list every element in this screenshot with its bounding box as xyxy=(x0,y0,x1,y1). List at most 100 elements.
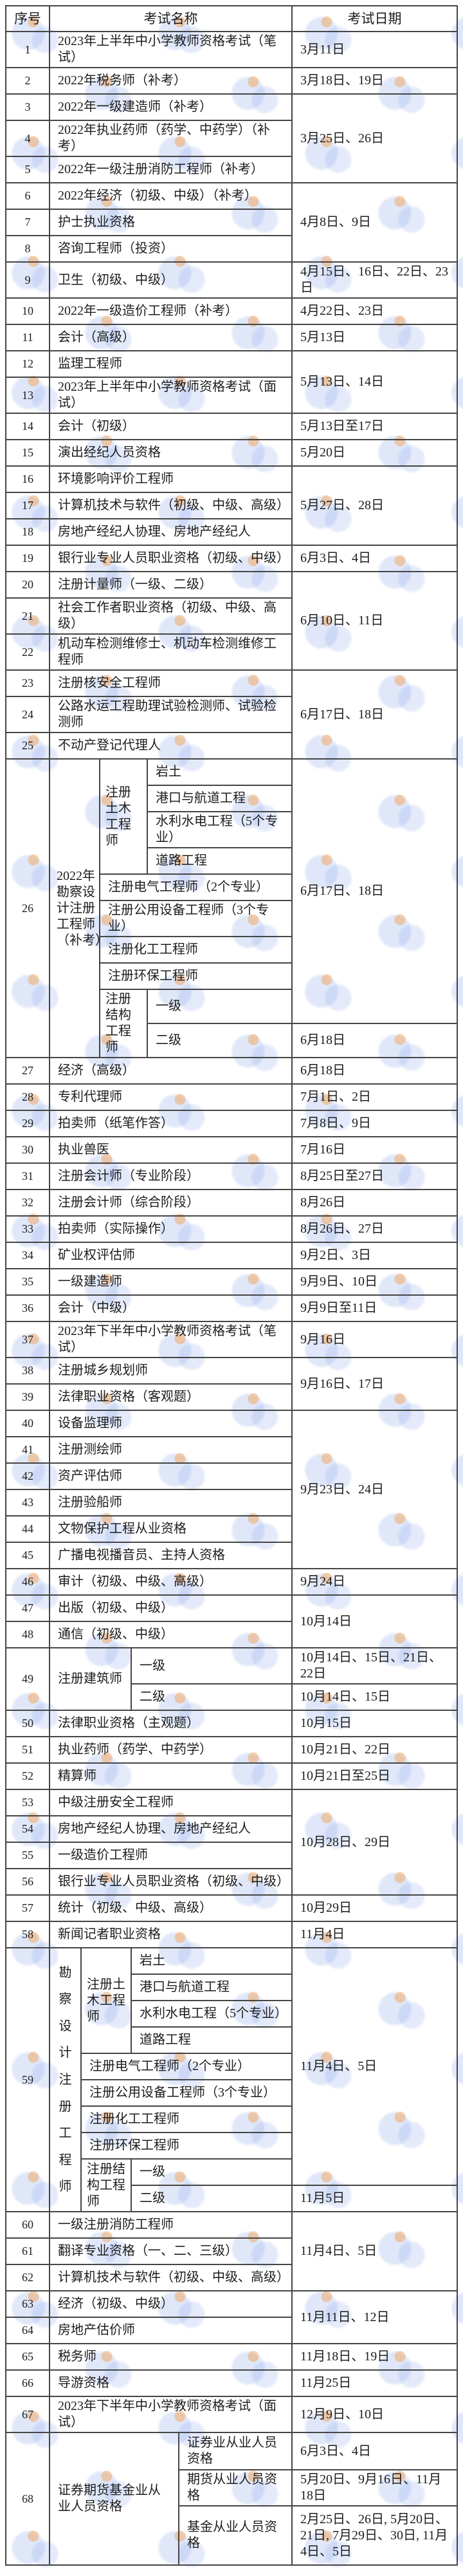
sub-label-cell: 注册结构工程师 xyxy=(82,2160,132,2212)
exam-name-cell: 2022年经济（初级、中级）（补考） xyxy=(50,183,293,210)
exam-name-cell: 机动车检测维修士、机动车检测维修工程师 xyxy=(50,635,293,671)
row-number-cell: 64 xyxy=(6,2318,50,2344)
exam-date-cell: 9月23日、24日 xyxy=(293,1411,458,1569)
level-cell: 二级 xyxy=(132,2186,293,2212)
row-number-cell: 37 xyxy=(6,1322,50,1358)
row-number-cell: 22 xyxy=(6,635,50,671)
exam-name-cell: 一级造价工程师 xyxy=(50,1843,293,1869)
exam-name-cell: 注册测绘师 xyxy=(50,1437,293,1464)
exam-name-cell: 2022年税务师（补考） xyxy=(50,68,293,95)
exam-date-cell: 7月16日 xyxy=(293,1137,458,1164)
row-number-cell: 34 xyxy=(6,1243,50,1269)
sub-label-cell: 证券业从业人员资格 xyxy=(179,2433,293,2470)
row-group: 31 注册会计师（专业阶段） 8月25日至27日 xyxy=(6,1164,458,1190)
group-label-line: 计注册 xyxy=(57,901,95,915)
specialty-cell: 港口与航道工程 xyxy=(132,1975,293,2001)
exam-date-cell: 5月13日、14日 xyxy=(293,351,458,414)
row-group: 30 执业兽医 7月16日 xyxy=(6,1137,458,1164)
exam-date-cell: 11月5日 xyxy=(293,2186,458,2212)
header-cell: 考试日期 xyxy=(293,6,458,32)
row-number-cell: 54 xyxy=(6,1816,50,1843)
exam-name-cell: 经济（初级、中级） xyxy=(50,2291,293,2318)
row-number-cell: 25 xyxy=(6,733,50,760)
sub-label-cell: 基金从业人员资格 xyxy=(179,2506,293,2566)
exam-name-cell: 专利代理师 xyxy=(50,1085,293,1111)
row-group: 32 注册会计师（综合阶段） 8月26日 xyxy=(6,1190,458,1217)
exam-name-cell: 2022年执业药师（药学、中药学）（补考） xyxy=(50,121,293,157)
exam-name-cell: 银行业专业人员职业资格（初级、中级） xyxy=(50,1869,293,1896)
exam-name-cell: 注册公用设备工程师（3个专业） xyxy=(82,2080,293,2107)
header-cell: 考试名称 xyxy=(50,6,293,32)
exam-date-cell: 8月26日 xyxy=(293,1190,458,1217)
exam-name-cell: 经济（高级） xyxy=(50,1058,293,1085)
row-number-cell: 11 xyxy=(6,325,50,351)
row-number-cell: 1 xyxy=(6,32,50,68)
exam-date-cell: 9月9日、10日 xyxy=(293,1269,458,1296)
exam-date-cell: 11月11日、12日 xyxy=(293,2291,458,2344)
row-group: 20 注册计量师（一级、二级） 21 社会工作者职业资格（初级、中级、高级） 22 机动车… xyxy=(6,572,458,671)
exam-date-cell: 10月21日至25日 xyxy=(293,1764,458,1790)
exam-date-cell: 2月25日、26日, 5月20日、21日, 7月29日、30日, 11月4日、5… xyxy=(293,2506,458,2566)
exam-name-cell: 注册电气工程师（2个专业） xyxy=(100,875,293,901)
exam-date-cell: 6月3日、4日 xyxy=(293,2433,458,2470)
exam-name-cell: 注册环保工程师 xyxy=(100,964,293,990)
row-number-cell: 21 xyxy=(6,599,50,635)
row-number-cell: 46 xyxy=(6,1569,50,1596)
row-number-cell: 20 xyxy=(6,572,50,599)
exam-name-cell: 导游资格 xyxy=(50,2371,293,2397)
exam-date-cell: 6月17日、18日 xyxy=(293,760,458,1024)
row-group-survey: 59 勘察设计注册工程师注册土木工程师 岩土 港口与航道工程 水利水电工程（5个专业）道… xyxy=(6,1948,458,2212)
row-group: 53 中级注册安全工程师 54 房地产经纪人协理、房地产经纪人 55 一级造价工程师 56 银… xyxy=(6,1790,458,1896)
row-number-cell: 55 xyxy=(6,1843,50,1869)
exam-name-cell: 执业兽医 xyxy=(50,1137,293,1164)
group-label-line: 设 xyxy=(59,2019,72,2033)
exam-date-cell: 5月13日至17日 xyxy=(293,414,458,440)
group-label-line: 册 xyxy=(59,2099,72,2114)
row-number-cell: 40 xyxy=(6,1411,50,1437)
row-number-cell: 45 xyxy=(6,1543,50,1569)
exam-name-cell: 2023年下半年中小学教师资格考试（面试） xyxy=(50,2397,293,2433)
row-number-cell: 17 xyxy=(6,493,50,519)
row-number-cell: 26 xyxy=(6,760,50,1058)
row-number-cell: 42 xyxy=(6,1464,50,1490)
exam-date-cell: 4月8日、9日 xyxy=(293,183,458,263)
exam-name-cell: 卫生（初级、中级） xyxy=(50,263,293,299)
exam-name-cell: 一级注册消防工程师 xyxy=(50,2212,293,2239)
row-number-cell: 7 xyxy=(6,210,50,236)
row-number-cell: 48 xyxy=(6,1622,50,1648)
row-number-cell: 33 xyxy=(6,1217,50,1243)
row-group: 37 2023年下半年中小学教师资格考试（笔试） 9月16日 xyxy=(6,1322,458,1358)
exam-date-cell: 8月25日至27日 xyxy=(293,1164,458,1190)
exam-date-cell: 5月13日 xyxy=(293,325,458,351)
specialty-cell: 岩土 xyxy=(148,760,293,786)
row-group: 65 税务师 11月18日、19日 xyxy=(6,2344,458,2371)
exam-date-cell: 9月16日、17日 xyxy=(293,1358,458,1411)
exam-name-cell: 法律职业资格（主观题） xyxy=(50,1711,293,1737)
row-number-cell: 13 xyxy=(6,378,50,414)
sub-label-cell: 期货从业人员资格 xyxy=(179,2470,293,2506)
exam-name-cell: 税务师 xyxy=(50,2344,293,2371)
exam-date-cell: 11月4日、5日 xyxy=(293,1948,458,2186)
row-group: 38 注册城乡规划师 39 法律职业资格（客观题） 9月16日、17日 xyxy=(6,1358,458,1411)
exam-name-cell: 注册核安全工程师 xyxy=(50,671,293,697)
level-cell: 一级 xyxy=(132,2160,293,2186)
row-group: 34 矿业权评估师 9月2日、3日 xyxy=(6,1243,458,1269)
row-group: 29 拍卖师（纸笔作答） 7月8日、9日 xyxy=(6,1111,458,1137)
row-group: 14 会计（初级） 5月13日至17日 xyxy=(6,414,458,440)
exam-name-cell: 法律职业资格（客观题） xyxy=(50,1385,293,1411)
exam-date-cell: 9月24日 xyxy=(293,1569,458,1596)
specialty-cell: 道路工程 xyxy=(148,848,293,875)
row-number-cell: 31 xyxy=(6,1164,50,1190)
row-number-cell: 3 xyxy=(6,95,50,121)
row-number-cell: 62 xyxy=(6,2265,50,2291)
exam-date-cell: 10月29日 xyxy=(293,1896,458,1922)
exam-name-cell: 精算师 xyxy=(50,1764,293,1790)
exam-name-cell: 会计（高级） xyxy=(50,325,293,351)
row-number-cell: 63 xyxy=(6,2291,50,2318)
exam-name-cell: 不动产登记代理人 xyxy=(50,733,293,760)
exam-name-cell: 资产评估师 xyxy=(50,1464,293,1490)
row-number-cell: 23 xyxy=(6,671,50,697)
header-cell: 序号 xyxy=(6,6,50,32)
exam-name-cell: 注册城乡规划师 xyxy=(50,1358,293,1385)
row-number-cell: 12 xyxy=(6,351,50,378)
